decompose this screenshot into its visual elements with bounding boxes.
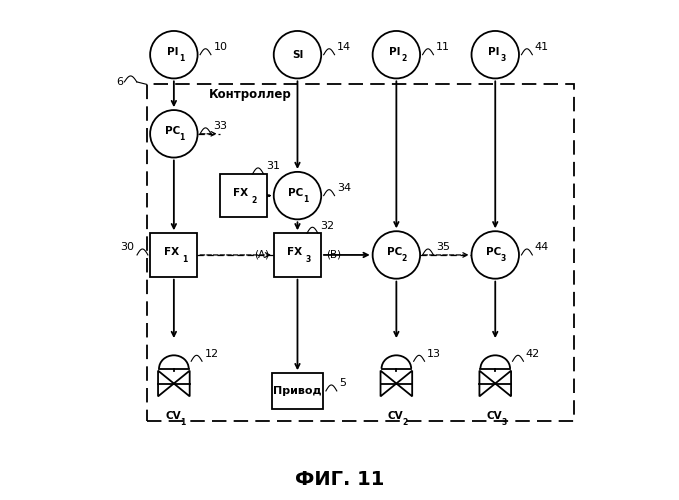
Text: 12: 12	[204, 349, 219, 359]
Text: PI: PI	[389, 46, 401, 56]
Text: 44: 44	[535, 242, 549, 252]
Text: ФИГ. 11: ФИГ. 11	[295, 470, 384, 490]
Bar	[150, 233, 198, 276]
Text: Привод: Привод	[273, 386, 322, 396]
Text: CV: CV	[486, 411, 502, 421]
Circle shape	[150, 110, 198, 158]
Text: PC: PC	[387, 247, 403, 257]
Text: CV: CV	[165, 411, 181, 421]
Bar	[219, 174, 267, 218]
Text: 11: 11	[436, 42, 450, 52]
Text: 2: 2	[251, 196, 257, 205]
Text: 13: 13	[427, 349, 441, 359]
Text: 6: 6	[116, 77, 123, 87]
Text: SI: SI	[292, 50, 303, 59]
Circle shape	[274, 31, 321, 78]
Text: PC: PC	[289, 188, 304, 198]
Text: 2: 2	[402, 54, 407, 63]
Text: PI: PI	[488, 46, 500, 56]
Circle shape	[373, 231, 420, 278]
Text: 1: 1	[182, 256, 187, 264]
Text: 41: 41	[535, 42, 549, 52]
Text: 33: 33	[213, 122, 227, 132]
Text: 35: 35	[436, 242, 450, 252]
Text: 42: 42	[526, 349, 540, 359]
Text: PC: PC	[165, 126, 180, 136]
Text: FX: FX	[287, 247, 303, 257]
Text: 3: 3	[500, 254, 506, 264]
Bar	[147, 84, 574, 420]
Circle shape	[471, 31, 519, 78]
Text: 1: 1	[303, 195, 308, 204]
Text: 1: 1	[180, 418, 185, 427]
Text: 30: 30	[121, 242, 134, 252]
Text: (B): (B)	[326, 250, 341, 260]
Text: 3: 3	[306, 256, 311, 264]
Text: Контроллер: Контроллер	[208, 88, 291, 101]
Circle shape	[150, 31, 198, 78]
Text: 1: 1	[179, 54, 185, 63]
Text: 32: 32	[320, 220, 335, 230]
Text: FX: FX	[164, 247, 179, 257]
Text: 2: 2	[403, 418, 408, 427]
Text: FX: FX	[233, 188, 248, 198]
Text: (A): (A)	[254, 250, 269, 260]
Text: CV: CV	[388, 411, 403, 421]
Text: 34: 34	[337, 183, 351, 193]
Text: 1: 1	[179, 134, 185, 142]
Text: PC: PC	[486, 247, 501, 257]
Bar	[274, 233, 321, 276]
Bar	[272, 373, 323, 408]
Text: 3: 3	[502, 418, 507, 427]
Text: 10: 10	[213, 42, 227, 52]
Text: 14: 14	[337, 42, 351, 52]
Circle shape	[373, 31, 420, 78]
Text: 5: 5	[340, 378, 346, 388]
Text: 3: 3	[500, 54, 506, 63]
Text: 2: 2	[402, 254, 407, 264]
Text: PI: PI	[166, 46, 178, 56]
Circle shape	[471, 231, 519, 278]
Text: 31: 31	[266, 162, 280, 172]
Circle shape	[274, 172, 321, 220]
